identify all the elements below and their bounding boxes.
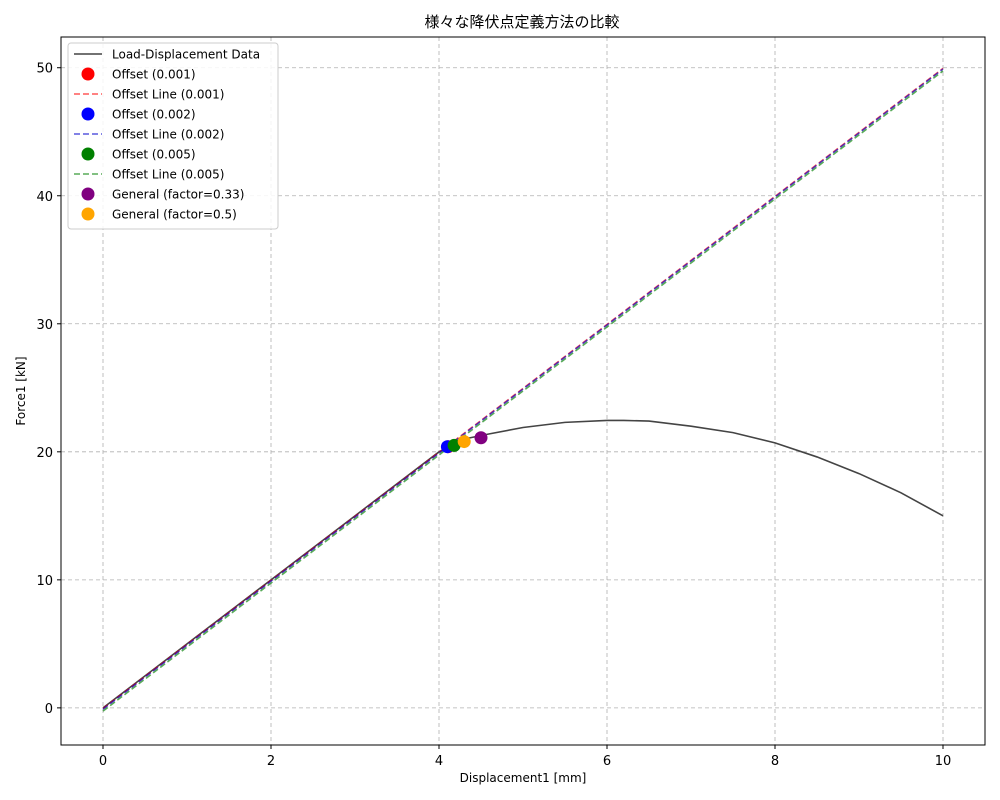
legend-label: Load-Displacement Data bbox=[112, 48, 260, 62]
legend-point-swatch bbox=[81, 187, 95, 201]
y-tick-label: 0 bbox=[45, 702, 53, 717]
legend-point-swatch bbox=[81, 147, 95, 161]
y-tick-label: 40 bbox=[36, 190, 53, 205]
series-line bbox=[102, 70, 944, 712]
legend-label: Offset Line (0.002) bbox=[112, 128, 224, 142]
legend-label: General (factor=0.33) bbox=[112, 188, 244, 202]
axis-ticks: 0 2 4 6 8 10 0 10 20 30 40 50 bbox=[36, 62, 951, 769]
legend-label: Offset (0.002) bbox=[112, 108, 196, 122]
legend-point-swatch bbox=[81, 207, 95, 221]
legend-label: Offset (0.005) bbox=[112, 148, 196, 162]
x-tick-label: 8 bbox=[771, 754, 779, 769]
legend-label: Offset Line (0.001) bbox=[112, 88, 224, 102]
legend-label: Offset (0.001) bbox=[112, 68, 196, 82]
legend-point-swatch bbox=[81, 67, 95, 81]
plot-area bbox=[102, 67, 944, 712]
y-tick-label: 30 bbox=[36, 318, 53, 333]
x-tick-label: 6 bbox=[603, 754, 611, 769]
series-line bbox=[102, 68, 944, 710]
chart-title: 様々な降伏点定義方法の比較 bbox=[424, 13, 619, 31]
y-tick-label: 20 bbox=[36, 446, 53, 461]
x-tick-label: 0 bbox=[99, 754, 107, 769]
x-axis-label: Displacement1 [mm] bbox=[460, 771, 587, 785]
series-point bbox=[447, 438, 461, 452]
legend: Load-Displacement Data Offset (0.001) Offs… bbox=[67, 42, 279, 230]
legend-point-swatch bbox=[81, 107, 95, 121]
x-tick-label: 10 bbox=[935, 754, 952, 769]
legend-box bbox=[67, 42, 279, 230]
series-point bbox=[474, 431, 488, 445]
y-axis-label: Force1 [kN] bbox=[14, 356, 28, 425]
legend-label: Offset Line (0.005) bbox=[112, 168, 224, 182]
series-point bbox=[457, 435, 471, 449]
legend-label: General (factor=0.5) bbox=[112, 208, 237, 222]
x-tick-label: 4 bbox=[435, 754, 443, 769]
plot-frame bbox=[60, 36, 986, 746]
y-tick-label: 10 bbox=[36, 574, 53, 589]
y-tick-label: 50 bbox=[36, 62, 53, 77]
x-tick-label: 2 bbox=[267, 754, 275, 769]
